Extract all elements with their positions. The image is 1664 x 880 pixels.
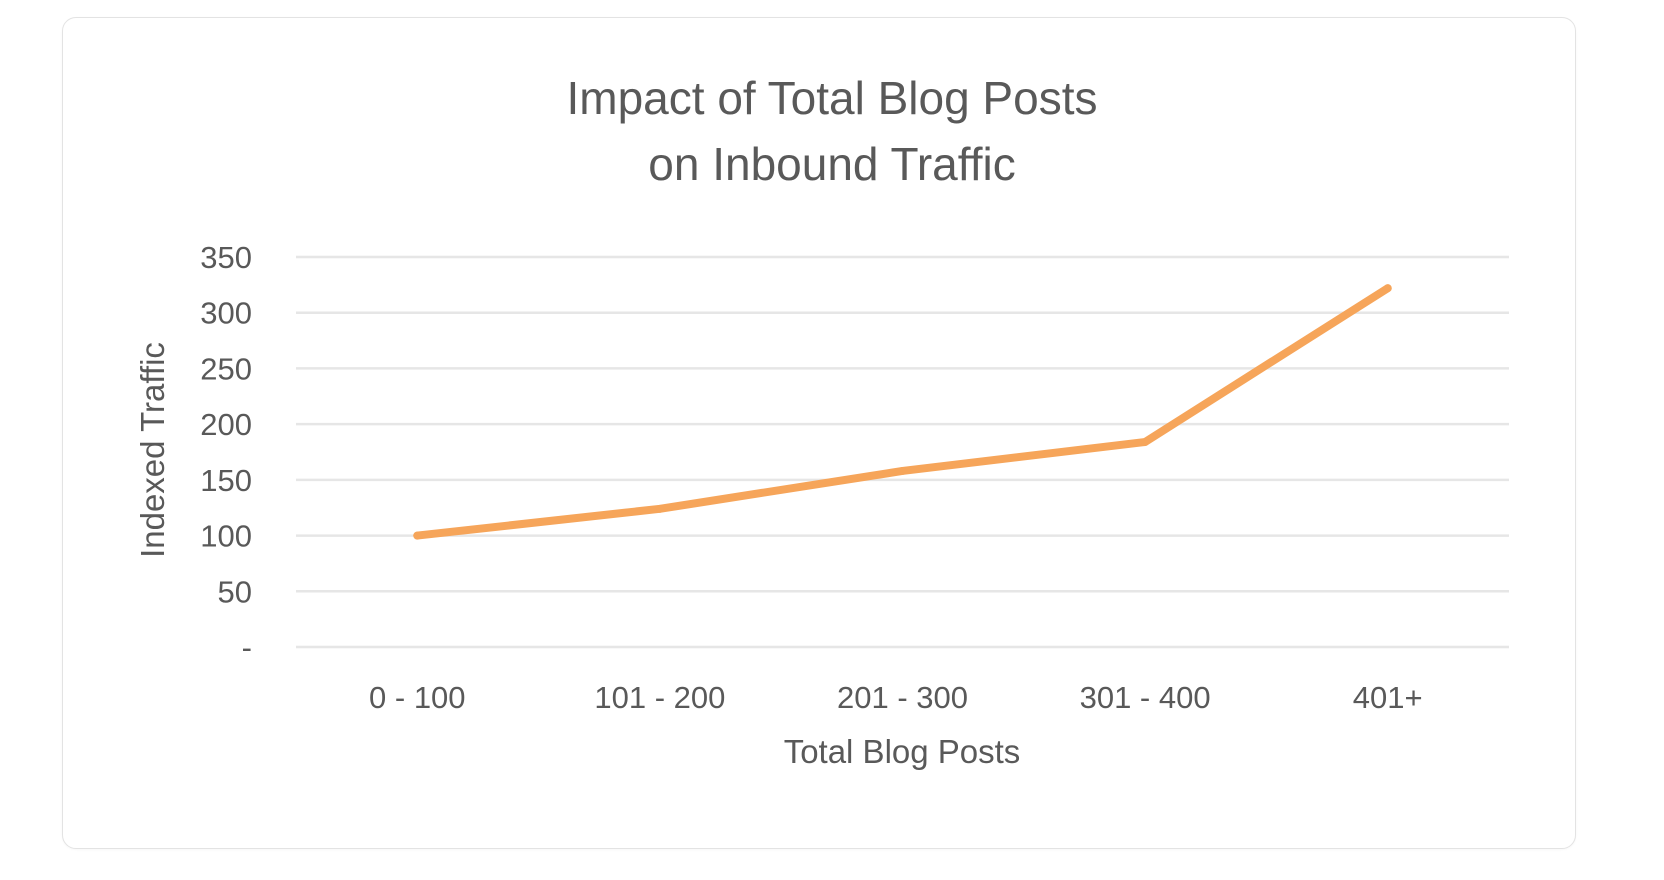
y-axis-ticks: - 50 100 150 200 250 300 350: [200, 240, 252, 665]
y-tick-label: 100: [200, 519, 252, 554]
y-tick-label: 50: [218, 574, 252, 609]
y-tick-label: -: [242, 630, 252, 665]
chart-card: [62, 17, 1576, 849]
data-point: [413, 531, 422, 540]
series-layer: [413, 284, 1392, 540]
data-point: [655, 504, 664, 513]
x-tick-label: 201 - 300: [837, 680, 968, 715]
x-tick-label: 401+: [1353, 680, 1423, 715]
chart-title-line-2: on Inbound Traffic: [648, 138, 1016, 190]
data-point: [1383, 284, 1392, 293]
x-tick-label: 101 - 200: [594, 680, 725, 715]
y-tick-label: 250: [200, 351, 252, 386]
x-tick-label: 0 - 100: [369, 680, 466, 715]
y-tick-label: 300: [200, 296, 252, 331]
x-axis-title: Total Blog Posts: [784, 733, 1021, 770]
y-tick-label: 150: [200, 463, 252, 498]
y-axis-title: Indexed Traffic: [134, 342, 171, 558]
series-line: [413, 284, 1392, 540]
y-tick-label: 200: [200, 407, 252, 442]
data-point: [898, 466, 907, 475]
chart-title-line-1: Impact of Total Blog Posts: [566, 72, 1098, 124]
x-axis-ticks: 0 - 100 101 - 200 201 - 300 301 - 400 401+: [369, 680, 1423, 715]
gridlines: [296, 255, 1509, 649]
x-tick-label: 301 - 400: [1080, 680, 1211, 715]
y-tick-label: 350: [200, 240, 252, 275]
data-point: [1141, 437, 1150, 446]
